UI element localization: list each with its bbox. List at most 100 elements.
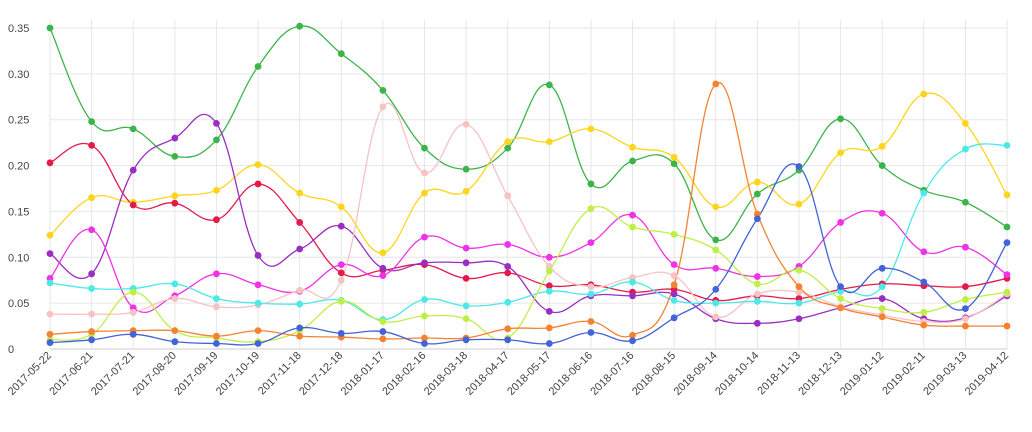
data-point-series-3[interactable]: [504, 269, 512, 277]
data-point-series-7[interactable]: [46, 279, 54, 287]
data-point-series-10[interactable]: [837, 283, 844, 291]
data-point-series-2[interactable]: [587, 125, 595, 133]
data-point-series-3[interactable]: [171, 199, 179, 207]
data-point-series-8[interactable]: [421, 312, 428, 320]
data-point-series-4[interactable]: [129, 166, 137, 174]
data-point-series-4[interactable]: [171, 134, 179, 142]
data-point-series-6[interactable]: [171, 295, 179, 302]
data-point-series-1[interactable]: [46, 24, 54, 32]
data-point-series-2[interactable]: [753, 178, 761, 186]
data-point-series-2[interactable]: [1003, 191, 1011, 199]
data-point-series-9[interactable]: [88, 328, 96, 335]
data-point-series-6[interactable]: [961, 315, 969, 323]
data-point-series-10[interactable]: [46, 339, 54, 346]
data-point-series-8[interactable]: [379, 318, 387, 325]
data-point-series-8[interactable]: [462, 315, 470, 323]
data-point-series-5[interactable]: [629, 211, 636, 219]
data-point-series-6[interactable]: [421, 169, 428, 177]
data-point-series-5[interactable]: [545, 253, 553, 261]
data-point-series-9[interactable]: [171, 327, 179, 335]
data-point-series-1[interactable]: [961, 198, 969, 206]
data-point-series-10[interactable]: [629, 337, 636, 345]
data-point-series-3[interactable]: [961, 283, 969, 291]
data-point-series-3[interactable]: [337, 269, 345, 277]
data-point-series-7[interactable]: [545, 287, 553, 295]
data-point-series-10[interactable]: [587, 329, 595, 336]
data-point-series-1[interactable]: [629, 157, 636, 165]
data-point-series-6[interactable]: [753, 290, 761, 298]
data-point-series-8[interactable]: [629, 223, 636, 231]
data-point-series-6[interactable]: [462, 120, 470, 128]
data-point-series-2[interactable]: [379, 249, 387, 257]
data-point-series-9[interactable]: [837, 304, 844, 312]
data-point-series-2[interactable]: [837, 149, 844, 157]
data-point-series-7[interactable]: [504, 298, 512, 306]
data-point-series-1[interactable]: [171, 153, 179, 160]
data-point-series-4[interactable]: [753, 319, 761, 327]
data-point-series-4[interactable]: [254, 252, 262, 259]
data-point-series-5[interactable]: [878, 209, 886, 217]
data-point-series-10[interactable]: [213, 340, 220, 347]
data-point-series-5[interactable]: [1003, 271, 1011, 279]
data-point-series-6[interactable]: [129, 308, 137, 316]
data-point-series-3[interactable]: [46, 159, 54, 167]
data-point-series-5[interactable]: [587, 239, 595, 247]
data-point-series-4[interactable]: [46, 250, 54, 258]
data-point-series-2[interactable]: [878, 142, 886, 150]
data-point-series-10[interactable]: [712, 285, 720, 293]
data-point-series-4[interactable]: [795, 315, 803, 323]
data-point-series-10[interactable]: [961, 305, 969, 313]
data-point-series-10[interactable]: [670, 314, 678, 322]
data-point-series-8[interactable]: [712, 246, 720, 254]
data-point-series-5[interactable]: [88, 226, 96, 234]
data-point-series-2[interactable]: [629, 143, 636, 151]
data-point-series-8[interactable]: [961, 296, 969, 303]
data-point-series-1[interactable]: [462, 165, 470, 173]
data-point-series-5[interactable]: [670, 261, 678, 269]
data-point-series-9[interactable]: [712, 80, 720, 88]
data-point-series-10[interactable]: [753, 215, 761, 223]
data-point-series-7[interactable]: [795, 299, 803, 307]
data-point-series-10[interactable]: [88, 336, 96, 344]
data-point-series-10[interactable]: [545, 340, 553, 347]
data-point-series-2[interactable]: [545, 138, 553, 146]
data-point-series-8[interactable]: [1003, 288, 1011, 296]
data-point-series-1[interactable]: [129, 125, 137, 133]
data-point-series-6[interactable]: [504, 192, 512, 200]
data-point-series-8[interactable]: [587, 205, 595, 213]
data-point-series-7[interactable]: [254, 299, 262, 307]
data-point-series-8[interactable]: [878, 305, 886, 313]
data-point-series-2[interactable]: [337, 203, 345, 211]
data-point-series-9[interactable]: [961, 322, 969, 330]
data-point-series-3[interactable]: [254, 180, 262, 188]
data-point-series-10[interactable]: [171, 338, 179, 346]
data-point-series-9[interactable]: [545, 324, 553, 332]
data-point-series-9[interactable]: [1003, 322, 1011, 330]
data-point-series-4[interactable]: [337, 222, 345, 230]
data-point-series-5[interactable]: [753, 273, 761, 280]
data-point-series-4[interactable]: [462, 259, 470, 267]
data-point-series-1[interactable]: [213, 136, 220, 144]
data-point-series-8[interactable]: [337, 297, 345, 305]
data-point-series-5[interactable]: [337, 261, 345, 269]
data-point-series-2[interactable]: [46, 231, 54, 239]
data-point-series-4[interactable]: [421, 259, 428, 267]
data-point-series-7[interactable]: [462, 302, 470, 310]
data-point-series-2[interactable]: [213, 186, 220, 194]
data-point-series-2[interactable]: [296, 189, 304, 197]
data-point-series-3[interactable]: [462, 274, 470, 282]
data-point-series-9[interactable]: [670, 281, 678, 289]
data-point-series-10[interactable]: [337, 330, 345, 337]
data-point-series-6[interactable]: [213, 303, 220, 311]
data-point-series-5[interactable]: [421, 233, 428, 241]
data-point-series-5[interactable]: [837, 219, 844, 226]
data-point-series-10[interactable]: [504, 336, 512, 344]
data-point-series-1[interactable]: [254, 63, 262, 70]
data-point-series-4[interactable]: [379, 264, 387, 272]
data-point-series-9[interactable]: [296, 332, 304, 340]
data-point-series-6[interactable]: [379, 103, 387, 111]
data-point-series-1[interactable]: [753, 190, 761, 198]
data-point-series-1[interactable]: [379, 86, 387, 94]
data-point-series-9[interactable]: [421, 334, 428, 342]
data-point-series-3[interactable]: [88, 141, 96, 149]
